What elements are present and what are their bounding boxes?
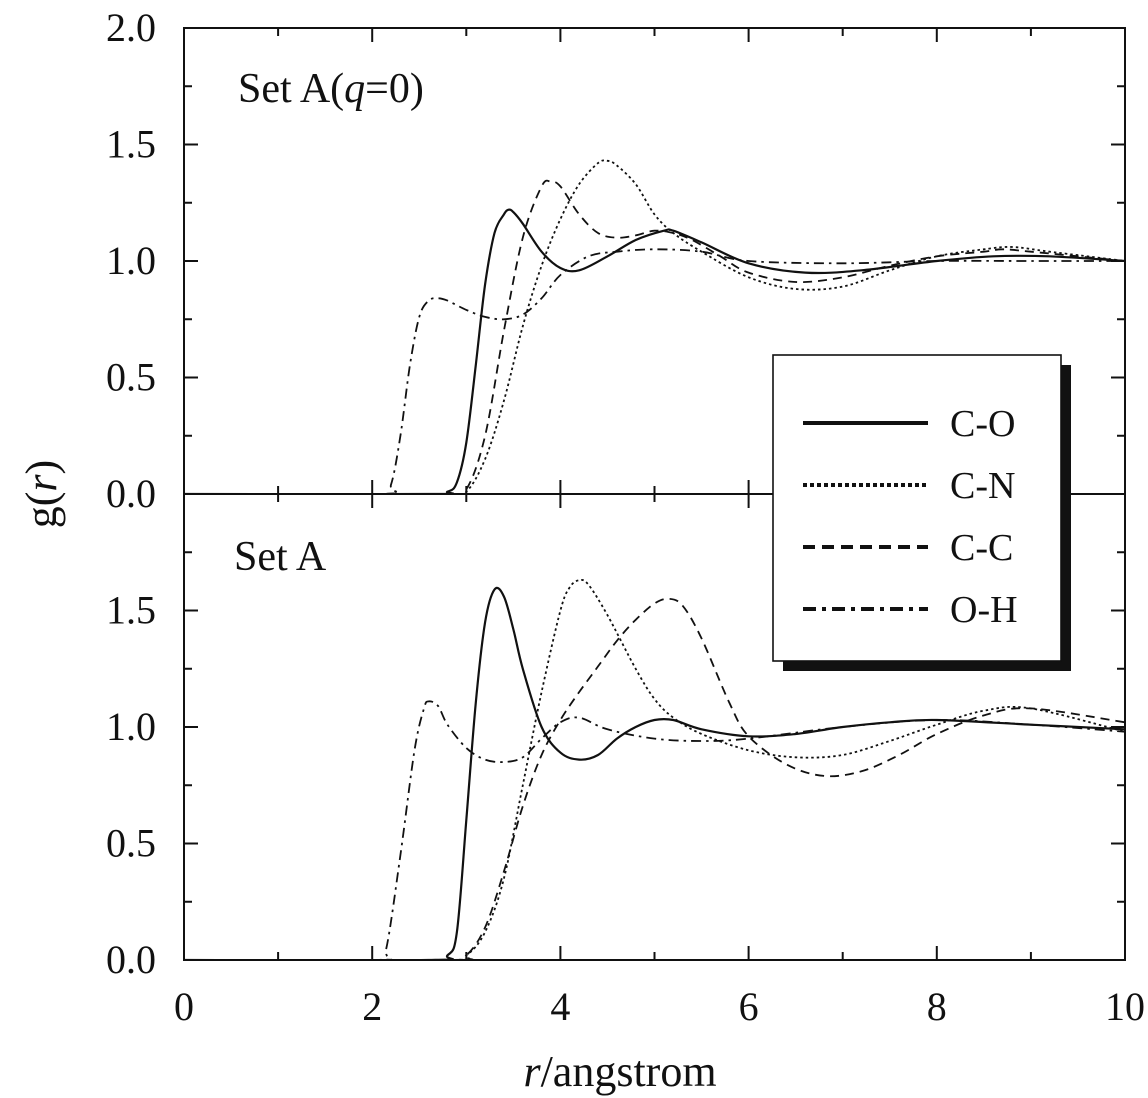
legend-box — [772, 354, 1062, 662]
y-tick-label: 1.5 — [106, 588, 156, 633]
y-tick-label: 0.5 — [106, 821, 156, 866]
x-tick-label: 8 — [927, 984, 947, 1029]
legend-label-o-h: O-H — [950, 589, 1018, 631]
x-axis-title: r/angstrom — [523, 1047, 716, 1096]
series-line-c-o — [184, 208, 1125, 494]
series-line-c-c — [184, 597, 1125, 960]
plot-panels: 0.0 0.5 1.0 1.5 2.0 Set A(q=0) 0.0 0.5 1.0 1.5 Set… — [106, 5, 1126, 982]
panel-2: 0.0 0.5 1.0 1.5 Set A — [106, 493, 1126, 982]
series-line-c-c — [184, 179, 1125, 494]
y-tick-label: 1.0 — [106, 704, 156, 749]
x-tick-label: 6 — [739, 984, 759, 1029]
x-tick-label: 0 — [174, 984, 194, 1029]
x-tick-label: 2 — [362, 984, 382, 1029]
series-line-c-n — [184, 159, 1125, 494]
y-tick-label: 0.0 — [106, 937, 156, 982]
panel-label: Set A — [234, 534, 327, 580]
y-tick-label: 0.0 — [106, 471, 156, 516]
axes-labels: 0 2 4 6 8 10 r/angstrom g(r) — [17, 460, 1145, 1096]
x-tick-label: 4 — [550, 984, 570, 1029]
legend-label-c-c: C-C — [950, 527, 1013, 569]
y-tick-label: 1.0 — [106, 238, 156, 283]
y-tick-label: 2.0 — [106, 5, 156, 50]
panel-label: Set A(q=0) — [238, 66, 424, 112]
legend-label-c-n: C-N — [950, 465, 1015, 507]
x-tick-label: 10 — [1105, 984, 1145, 1029]
legend: C-O C-N C-C O-H — [772, 354, 1071, 671]
series-line-o-h — [184, 248, 1125, 494]
y-tick-label: 1.5 — [106, 122, 156, 167]
y-tick-label: 0.5 — [106, 355, 156, 400]
legend-label-c-o: C-O — [950, 403, 1015, 445]
series-line-o-h — [184, 700, 1125, 960]
y-axis-title: g(r) — [17, 460, 66, 528]
panel-1: 0.0 0.5 1.0 1.5 2.0 Set A(q=0) — [106, 5, 1126, 516]
